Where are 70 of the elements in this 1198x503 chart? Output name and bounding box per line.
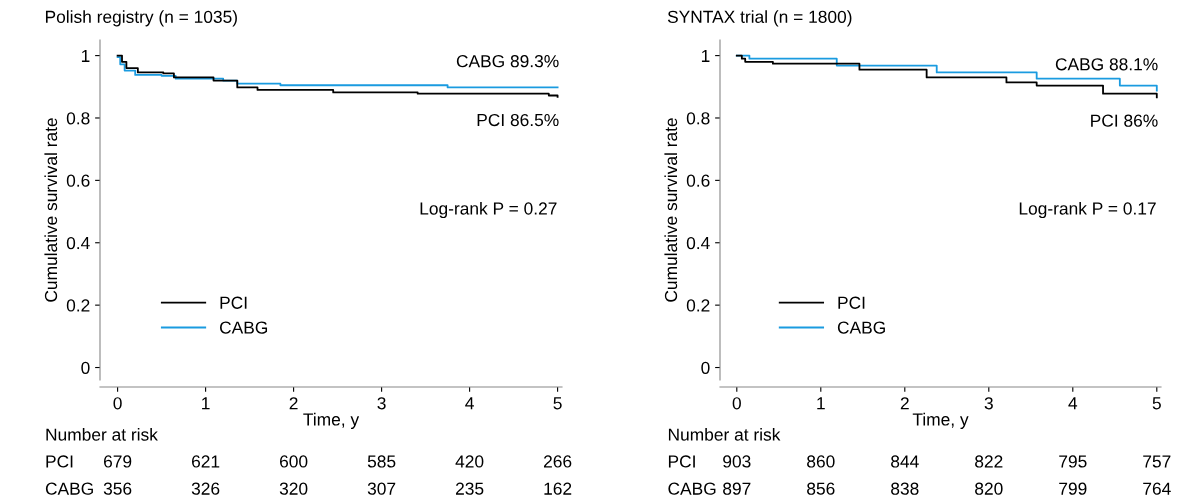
x-tick-label: 0 <box>732 397 741 410</box>
annotation: CABG 88.1% <box>1055 58 1158 71</box>
annotation: Log-rank P = 0.17 <box>1019 201 1156 219</box>
text: Number at risk <box>668 428 781 441</box>
y-axis-title: Cumulative survival rate <box>44 118 58 302</box>
x-tick-label: 2 <box>289 397 298 410</box>
text: 162 <box>544 482 572 495</box>
text: 320 <box>279 482 308 495</box>
x-tick-label: 5 <box>553 397 562 410</box>
y-tick-label: 0 <box>701 361 710 374</box>
y-tick-label: 0.8 <box>66 112 90 125</box>
text: 356 <box>103 482 132 495</box>
annotation: PCI 86% <box>1091 114 1158 127</box>
text: 757 <box>1143 455 1171 468</box>
text: 799 <box>1059 482 1087 495</box>
y-axis-title: Cumulative survival rate <box>664 118 678 302</box>
y-tick-label: 0.2 <box>686 299 710 312</box>
text: 585 <box>367 455 396 468</box>
y-tick-label: 0.2 <box>66 299 90 312</box>
text: 897 <box>723 482 751 495</box>
annotation: CABG 89.3% <box>456 55 559 68</box>
y-tick-label: 1 <box>701 49 710 62</box>
text: 820 <box>975 482 1003 495</box>
legend-label: CABG <box>220 321 268 334</box>
text: PCI <box>46 455 73 468</box>
text: 903 <box>723 455 751 468</box>
text: 860 <box>807 455 835 468</box>
text: 266 <box>543 455 572 468</box>
text: 600 <box>280 455 308 468</box>
legend-label: CABG <box>837 321 885 334</box>
text: CABG <box>668 482 716 495</box>
x-tick-label: 3 <box>984 397 993 410</box>
text: 822 <box>975 455 1003 468</box>
y-tick-label: 0.4 <box>66 236 90 250</box>
x-tick-label: 4 <box>1068 397 1078 410</box>
y-tick-label: 0.6 <box>66 174 90 187</box>
text: 838 <box>891 482 919 495</box>
text: Number at risk <box>46 428 158 441</box>
y-tick-label: 1 <box>81 49 90 62</box>
legend-label: PCI <box>838 296 865 309</box>
text: 856 <box>807 482 835 495</box>
text: 326 <box>191 482 220 495</box>
chart-title: Polish registry (n = 1035) <box>45 10 237 27</box>
y-tick-label: 0.8 <box>686 112 710 125</box>
x-tick-label: 1 <box>817 397 825 410</box>
x-axis-title: Time, y <box>912 412 969 430</box>
x-tick-label: 3 <box>377 397 386 410</box>
x-axis-title: Time, y <box>303 412 360 430</box>
text: 621 <box>192 455 220 468</box>
annotation: Log-rank P = 0.27 <box>420 201 557 219</box>
x-tick-label: 1 <box>202 397 210 410</box>
y-tick-label: 0.4 <box>686 236 710 250</box>
text: 795 <box>1059 455 1087 468</box>
text: 764 <box>1143 482 1171 495</box>
text: 844 <box>891 455 919 468</box>
text: 235 <box>455 482 484 495</box>
y-tick-label: 0.6 <box>686 174 710 187</box>
y-tick-label: 0 <box>81 361 90 374</box>
x-tick-label: 5 <box>1152 397 1161 410</box>
text: CABG <box>45 482 93 495</box>
legend-label: PCI <box>220 296 247 309</box>
x-tick-label: 4 <box>465 397 474 410</box>
annotation: PCI 86.5% <box>477 113 559 127</box>
text: 679 <box>104 455 132 468</box>
x-tick-label: 0 <box>113 397 122 410</box>
text: PCI <box>668 455 695 468</box>
chart-title: SYNTAX trial (n = 1800) <box>667 10 852 27</box>
text: 307 <box>367 482 396 495</box>
text: 420 <box>455 455 484 468</box>
x-tick-label: 2 <box>900 397 909 410</box>
